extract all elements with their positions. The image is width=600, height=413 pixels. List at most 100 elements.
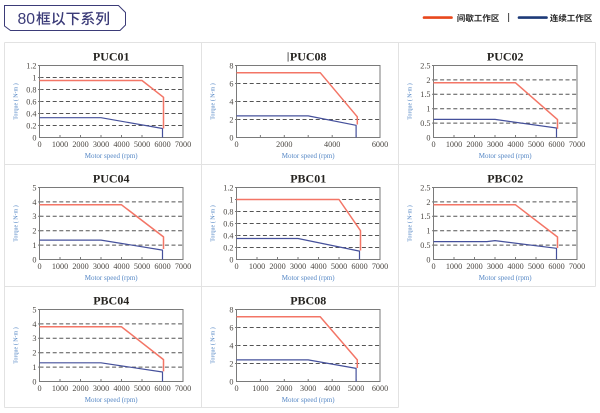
svg-text:5000: 5000: [528, 262, 544, 271]
svg-text:4000: 4000: [113, 262, 129, 271]
svg-text:5000: 5000: [528, 140, 544, 149]
svg-text:0: 0: [431, 262, 435, 271]
svg-text:2: 2: [426, 198, 430, 207]
svg-text:1: 1: [426, 227, 430, 236]
svg-text:4000: 4000: [113, 384, 129, 393]
svg-text:1.2: 1.2: [223, 183, 233, 192]
svg-text:6000: 6000: [154, 140, 170, 149]
svg-text:PBC01: PBC01: [290, 171, 326, 185]
svg-text:PUC01: PUC01: [93, 49, 130, 63]
svg-text:2000: 2000: [72, 262, 88, 271]
svg-text:Motor speed (rpm): Motor speed (rpm): [282, 274, 336, 282]
svg-text:Motor speed (rpm): Motor speed (rpm): [479, 152, 533, 160]
svg-text:3: 3: [32, 212, 36, 221]
svg-text:0: 0: [229, 255, 233, 264]
svg-text:Torque ( N-m ): Torque ( N-m ): [407, 83, 414, 119]
svg-text:3000: 3000: [487, 140, 503, 149]
svg-text:2: 2: [229, 115, 233, 124]
svg-text:3000: 3000: [93, 140, 109, 149]
svg-text:0: 0: [229, 133, 233, 142]
svg-text:3000: 3000: [290, 262, 306, 271]
svg-text:0: 0: [426, 133, 430, 142]
svg-text:1.2: 1.2: [26, 61, 36, 70]
svg-text:1000: 1000: [52, 384, 68, 393]
svg-text:Motor speed (rpm): Motor speed (rpm): [282, 396, 336, 404]
svg-text:2: 2: [32, 227, 36, 236]
svg-text:PUC04: PUC04: [93, 171, 130, 185]
svg-text:6: 6: [229, 323, 233, 332]
svg-text:0: 0: [234, 384, 238, 393]
svg-text:PUC02: PUC02: [487, 49, 524, 63]
svg-text:0.5: 0.5: [420, 119, 430, 128]
svg-text:0: 0: [32, 255, 36, 264]
svg-text:1: 1: [32, 363, 36, 372]
svg-text:6000: 6000: [548, 262, 564, 271]
svg-text:5000: 5000: [134, 140, 150, 149]
svg-text:7000: 7000: [372, 262, 388, 271]
svg-text:Torque ( N-m ): Torque ( N-m ): [13, 83, 20, 119]
svg-text:6000: 6000: [351, 262, 367, 271]
svg-text:0: 0: [37, 262, 41, 271]
svg-text:7000: 7000: [175, 384, 191, 393]
svg-text:Torque ( N-m ): Torque ( N-m ): [210, 205, 217, 241]
svg-text:2.5: 2.5: [420, 183, 430, 192]
svg-text:PBC04: PBC04: [93, 293, 129, 307]
svg-text:1000: 1000: [52, 140, 68, 149]
svg-text:1: 1: [426, 105, 430, 114]
svg-text:0: 0: [37, 384, 41, 393]
svg-text:3000: 3000: [487, 262, 503, 271]
svg-text:PBC02: PBC02: [487, 171, 523, 185]
svg-text:2000: 2000: [269, 262, 285, 271]
svg-text:0.4: 0.4: [223, 231, 233, 240]
svg-text:7000: 7000: [569, 262, 585, 271]
svg-text:1.5: 1.5: [420, 90, 430, 99]
svg-text:0.2: 0.2: [26, 121, 36, 130]
svg-text:0.2: 0.2: [223, 243, 233, 252]
svg-text:5000: 5000: [134, 384, 150, 393]
svg-text:0: 0: [32, 133, 36, 142]
svg-text:2: 2: [32, 349, 36, 358]
svg-text:Torque ( N-m ): Torque ( N-m ): [13, 327, 20, 363]
svg-text:4: 4: [229, 341, 233, 350]
svg-text:Motor speed (rpm): Motor speed (rpm): [85, 274, 139, 282]
svg-text:8: 8: [229, 305, 233, 314]
svg-text:3000: 3000: [300, 384, 316, 393]
svg-text:4000: 4000: [324, 140, 340, 149]
svg-text:Motor speed (rpm): Motor speed (rpm): [479, 274, 533, 282]
svg-text:4000: 4000: [324, 384, 340, 393]
svg-text:6000: 6000: [372, 384, 388, 393]
svg-text:Motor speed (rpm): Motor speed (rpm): [85, 396, 139, 404]
svg-text:5000: 5000: [331, 262, 347, 271]
svg-text:0: 0: [32, 377, 36, 386]
svg-text:7000: 7000: [175, 262, 191, 271]
svg-text:Motor speed (rpm): Motor speed (rpm): [85, 152, 139, 160]
svg-text:1000: 1000: [446, 262, 462, 271]
svg-text:3: 3: [32, 334, 36, 343]
svg-text:4000: 4000: [507, 140, 523, 149]
svg-text:5: 5: [32, 305, 36, 314]
svg-text:0.5: 0.5: [420, 241, 430, 250]
svg-text:0: 0: [229, 377, 233, 386]
svg-text:5: 5: [32, 183, 36, 192]
svg-text:1000: 1000: [252, 384, 268, 393]
svg-text:1000: 1000: [446, 140, 462, 149]
svg-text:0: 0: [234, 262, 238, 271]
svg-text:4000: 4000: [310, 262, 326, 271]
svg-text:2.5: 2.5: [420, 61, 430, 70]
svg-text:PBC08: PBC08: [290, 293, 326, 307]
svg-text:80: 80: [18, 11, 36, 28]
svg-text:0: 0: [37, 140, 41, 149]
svg-text:4: 4: [229, 97, 233, 106]
svg-text:8: 8: [229, 61, 233, 70]
svg-text:6000: 6000: [154, 384, 170, 393]
svg-text:7000: 7000: [175, 140, 191, 149]
svg-text:0: 0: [234, 140, 238, 149]
svg-text:0: 0: [431, 140, 435, 149]
svg-text:4000: 4000: [507, 262, 523, 271]
svg-text:0.8: 0.8: [223, 207, 233, 216]
svg-text:2: 2: [229, 359, 233, 368]
svg-text:6000: 6000: [372, 140, 388, 149]
svg-text:0.6: 0.6: [223, 219, 233, 228]
svg-text:Torque ( N-m ): Torque ( N-m ): [210, 327, 217, 363]
svg-text:6000: 6000: [154, 262, 170, 271]
